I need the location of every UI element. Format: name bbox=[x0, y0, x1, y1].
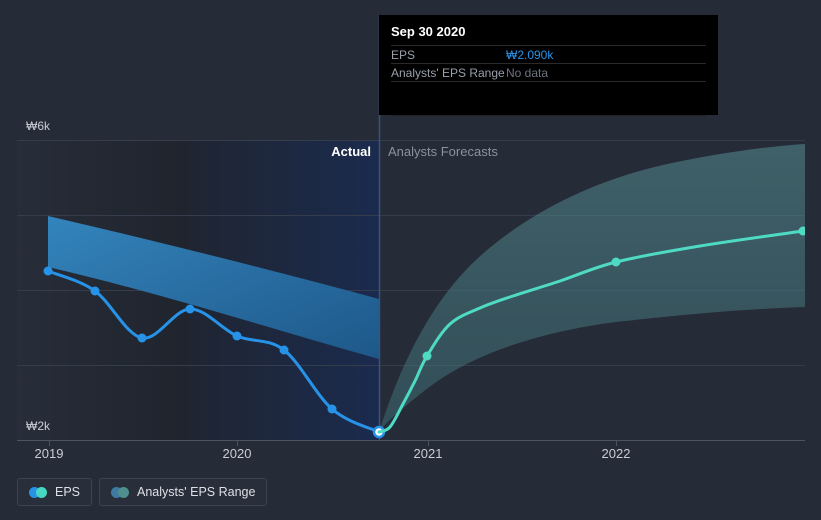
eps-forecast-line bbox=[377, 229, 805, 434]
data-point[interactable] bbox=[43, 266, 53, 276]
tooltip-range-row: Analysts' EPS Range No data bbox=[391, 64, 706, 82]
data-point[interactable] bbox=[611, 257, 621, 267]
data-point[interactable] bbox=[798, 226, 808, 236]
y-axis-label-6k: ₩6k bbox=[26, 119, 50, 133]
tooltip-range-value: No data bbox=[506, 65, 549, 80]
analysts-range-band-actual bbox=[48, 216, 379, 359]
legend-eps-button[interactable]: EPS bbox=[17, 478, 93, 506]
legend-analysts-range-label: Analysts' EPS Range bbox=[137, 485, 256, 499]
data-point[interactable] bbox=[185, 304, 195, 314]
range-dot2-icon bbox=[118, 486, 130, 498]
data-point[interactable] bbox=[327, 404, 337, 414]
legend: EPS Analysts' EPS Range bbox=[17, 478, 268, 506]
eps-line-dot-icon bbox=[29, 486, 40, 498]
x-tick-2019: 2019 bbox=[34, 446, 64, 461]
range-dot-icon bbox=[111, 486, 123, 498]
tooltip-range-label: Analysts' EPS Range bbox=[391, 65, 505, 80]
analysts-range-band-forecast bbox=[379, 144, 805, 432]
tooltip-spacer bbox=[391, 82, 706, 116]
data-point[interactable] bbox=[137, 333, 147, 343]
forecast-region-label: Analysts Forecasts bbox=[388, 144, 498, 159]
eps-line-dot2-icon bbox=[36, 486, 47, 498]
legend-eps-label: EPS bbox=[55, 485, 81, 499]
data-point[interactable] bbox=[422, 351, 432, 361]
tooltip-eps-value: ₩2.090k bbox=[506, 47, 554, 62]
tooltip-eps-label: EPS bbox=[391, 47, 416, 62]
x-tick-2020: 2020 bbox=[222, 446, 252, 461]
x-tick-2022: 2022 bbox=[601, 446, 631, 461]
y-axis-label-2k: ₩2k bbox=[26, 419, 50, 433]
data-point[interactable] bbox=[90, 286, 100, 296]
data-point[interactable] bbox=[279, 345, 289, 355]
x-axis-ticks bbox=[49, 440, 617, 446]
tooltip-eps-row: EPS ₩2.090k bbox=[391, 46, 706, 64]
legend-analysts-range-button[interactable]: Analysts' EPS Range bbox=[99, 478, 268, 506]
data-point[interactable] bbox=[232, 331, 242, 341]
x-tick-2021: 2021 bbox=[413, 446, 443, 461]
actual-region-label: Actual bbox=[331, 144, 371, 159]
tooltip-date: Sep 30 2020 bbox=[391, 22, 706, 46]
tooltip: Sep 30 2020 EPS ₩2.090k Analysts' EPS Ra… bbox=[379, 15, 718, 116]
eps-actual-line bbox=[46, 269, 381, 434]
series-layer bbox=[43, 226, 808, 439]
